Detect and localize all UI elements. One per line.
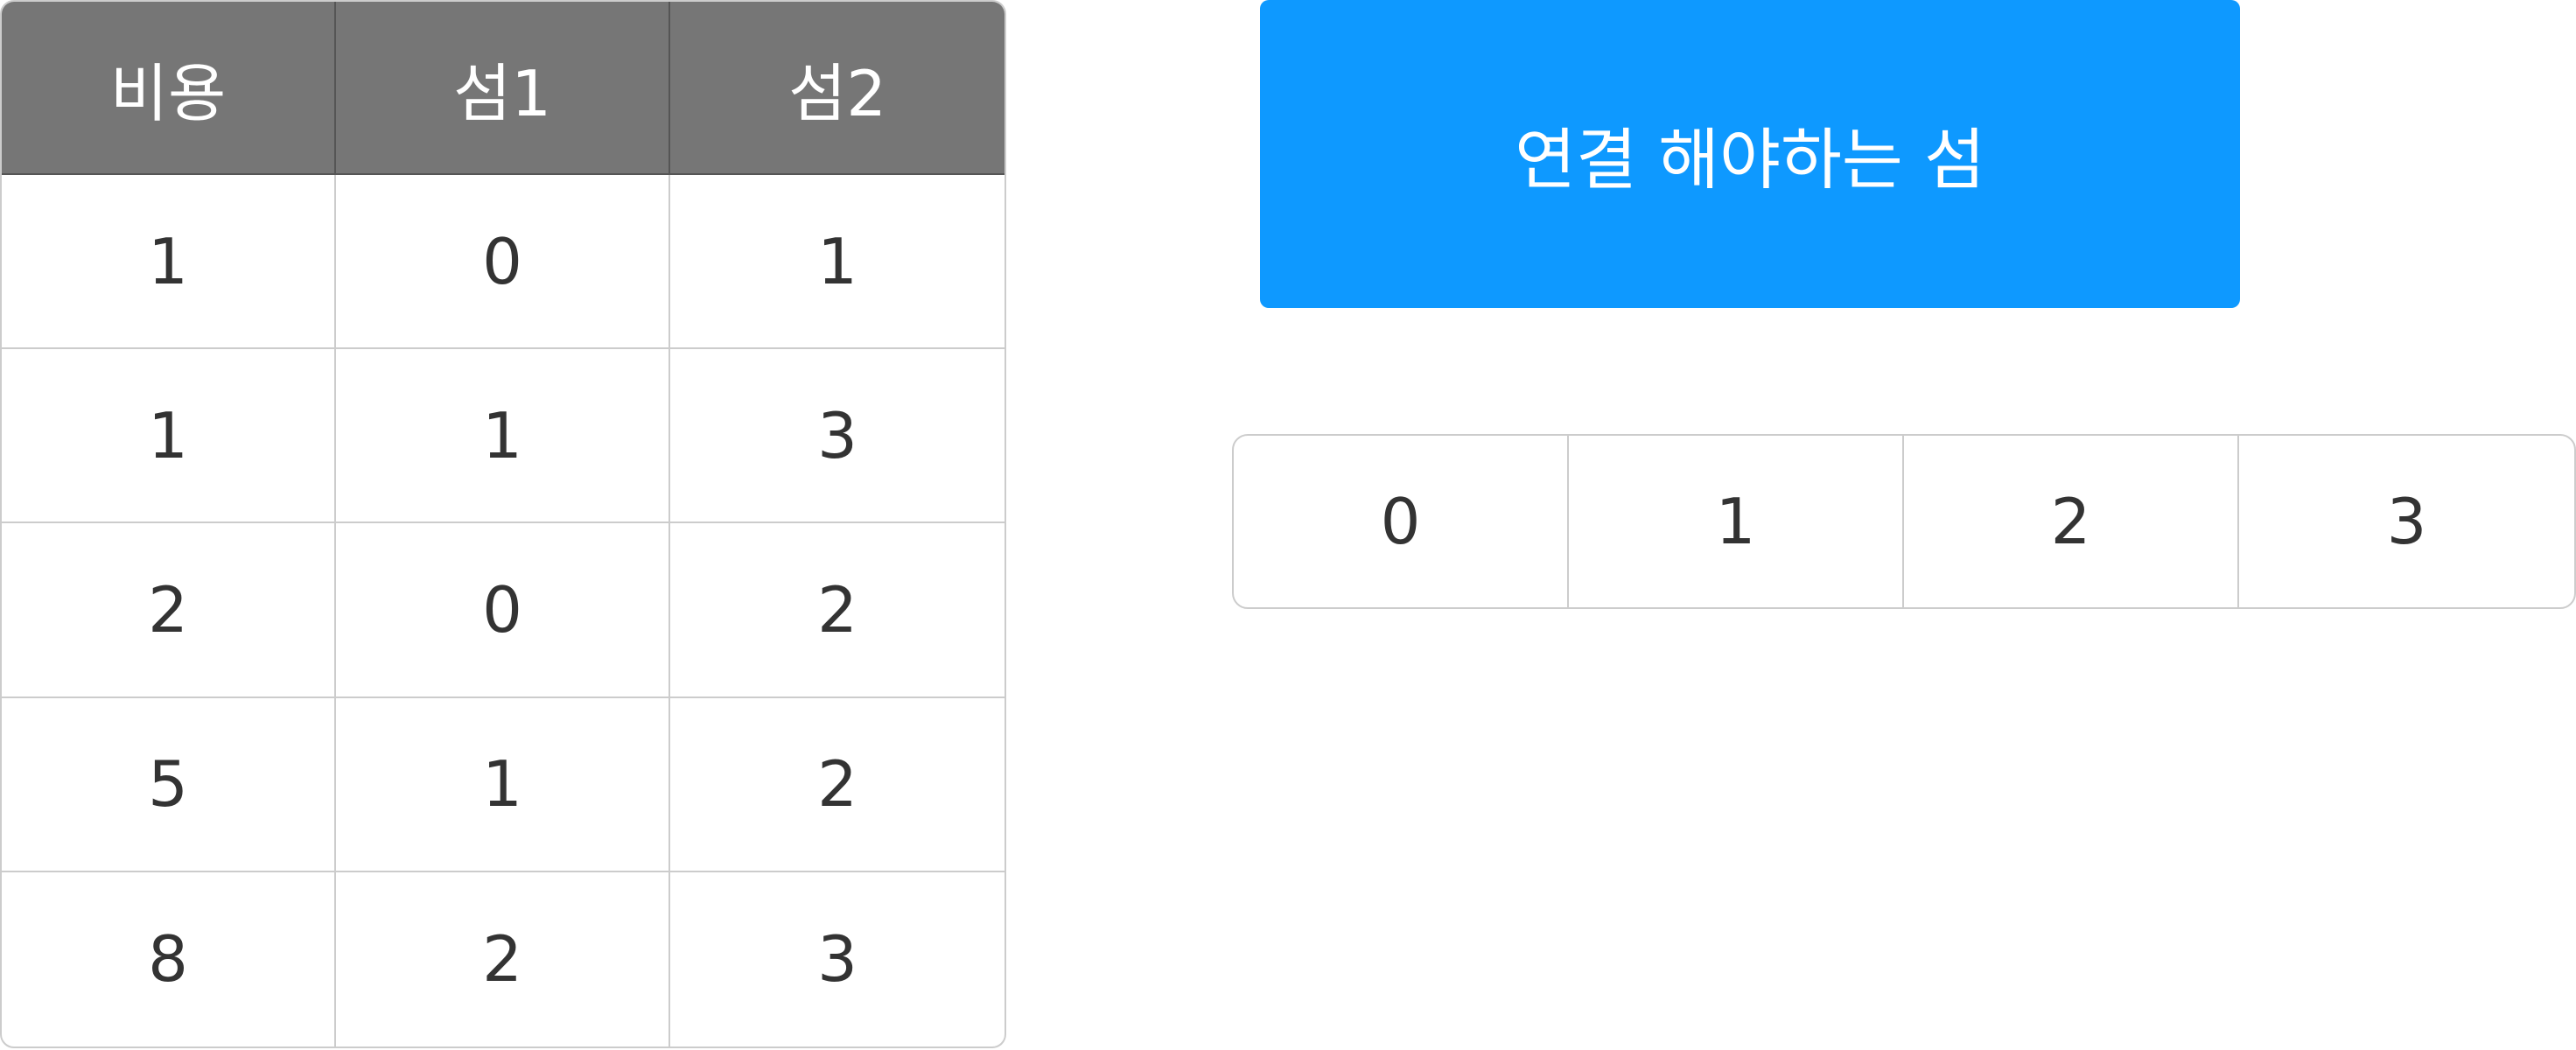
header-island1: 섬1 [336, 2, 670, 175]
row4-cost: 5 [2, 698, 336, 872]
row1-cost: 1 [2, 175, 336, 349]
edge-cost-table: 비용 섬1 섬2 1 0 1 1 1 3 2 0 2 5 1 2 8 2 3 [0, 0, 1006, 1048]
island-list: 0 1 2 3 [1232, 434, 2576, 609]
island-2: 2 [1904, 436, 2239, 607]
row3-island2: 2 [670, 523, 1004, 697]
row4-island2: 2 [670, 698, 1004, 872]
row5-island1: 2 [336, 872, 670, 1046]
islands-to-connect-text: 연결 해야하는 섬 [1515, 106, 1985, 202]
row5-island2: 3 [670, 872, 1004, 1046]
island-1: 1 [1569, 436, 1904, 607]
row1-island2: 1 [670, 175, 1004, 349]
islands-to-connect-label: 연결 해야하는 섬 [1260, 0, 2240, 308]
row3-island1: 0 [336, 523, 670, 697]
row5-cost: 8 [2, 872, 336, 1046]
row2-cost: 1 [2, 349, 336, 523]
row2-island2: 3 [670, 349, 1004, 523]
header-island2: 섬2 [670, 2, 1004, 175]
island-0: 0 [1234, 436, 1569, 607]
row4-island1: 1 [336, 698, 670, 872]
island-3: 3 [2239, 436, 2574, 607]
row3-cost: 2 [2, 523, 336, 697]
row2-island1: 1 [336, 349, 670, 523]
row1-island1: 0 [336, 175, 670, 349]
header-cost: 비용 [2, 2, 336, 175]
